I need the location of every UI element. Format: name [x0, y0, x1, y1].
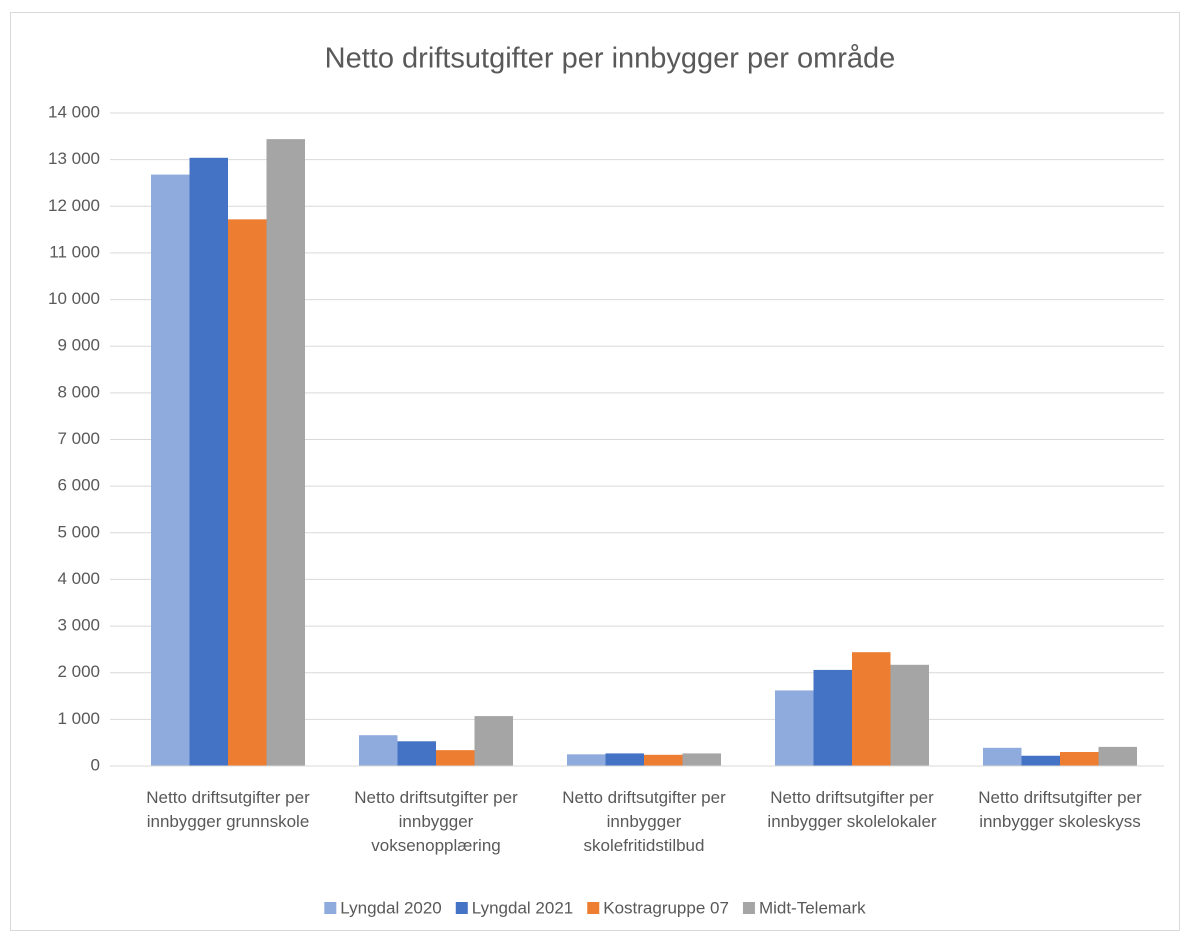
legend-label: Midt-Telemark — [759, 898, 866, 917]
legend-label: Lyngdal 2021 — [472, 898, 573, 917]
y-tick-label: 5 000 — [57, 522, 100, 541]
y-tick-label: 4 000 — [57, 569, 100, 588]
bar — [852, 652, 891, 766]
y-tick-label: 8 000 — [57, 382, 100, 401]
y-tick-label: 6 000 — [57, 476, 100, 495]
y-tick-label: 10 000 — [48, 289, 100, 308]
bar — [1098, 746, 1137, 766]
x-tick-label: Netto driftsutgifter per innbygger skole… — [562, 788, 726, 855]
bar — [359, 735, 398, 766]
bar — [605, 753, 644, 766]
x-tick-label: Netto driftsutgifter per innbygger skole… — [978, 788, 1142, 831]
bar — [983, 747, 1022, 766]
bar — [397, 741, 436, 766]
y-tick-label: 3 000 — [57, 616, 100, 635]
legend-swatch — [324, 902, 337, 914]
bar — [644, 754, 683, 766]
legend-swatch — [455, 902, 468, 914]
bar — [813, 669, 852, 766]
y-tick-label: 1 000 — [57, 709, 100, 728]
legend-swatch — [742, 902, 755, 914]
y-tick-label: 2 000 — [57, 662, 100, 681]
legend-label: Kostragruppe 07 — [603, 898, 729, 917]
y-tick-label: 12 000 — [48, 196, 100, 215]
bar — [682, 753, 721, 766]
bar — [474, 716, 513, 766]
y-tick-label: 11 000 — [49, 242, 100, 261]
legend-swatch — [587, 902, 600, 914]
bar — [1060, 752, 1099, 766]
bar — [567, 754, 606, 766]
x-tick-label: Netto driftsutgifter per innbygger vokse… — [354, 788, 518, 855]
y-tick-label: 7 000 — [57, 429, 100, 448]
legend-label: Lyngdal 2020 — [340, 898, 441, 917]
y-tick-label: 0 — [91, 755, 100, 774]
bar — [775, 690, 814, 766]
bar — [266, 139, 305, 766]
x-tick-label: Netto driftsutgifter per innbygger grunn… — [146, 788, 310, 831]
x-tick-label: Netto driftsutgifter per innbygger skole… — [767, 788, 937, 831]
bar — [228, 219, 267, 767]
y-tick-label: 14 000 — [48, 102, 100, 121]
y-tick-label: 13 000 — [48, 149, 100, 168]
bar — [1021, 755, 1060, 766]
chart-title: Netto driftsutgifter per innbygger per o… — [325, 43, 896, 75]
bar — [890, 664, 929, 766]
bar — [151, 174, 190, 766]
y-tick-label: 9 000 — [57, 336, 100, 355]
bar — [189, 157, 228, 766]
bar — [436, 750, 475, 766]
